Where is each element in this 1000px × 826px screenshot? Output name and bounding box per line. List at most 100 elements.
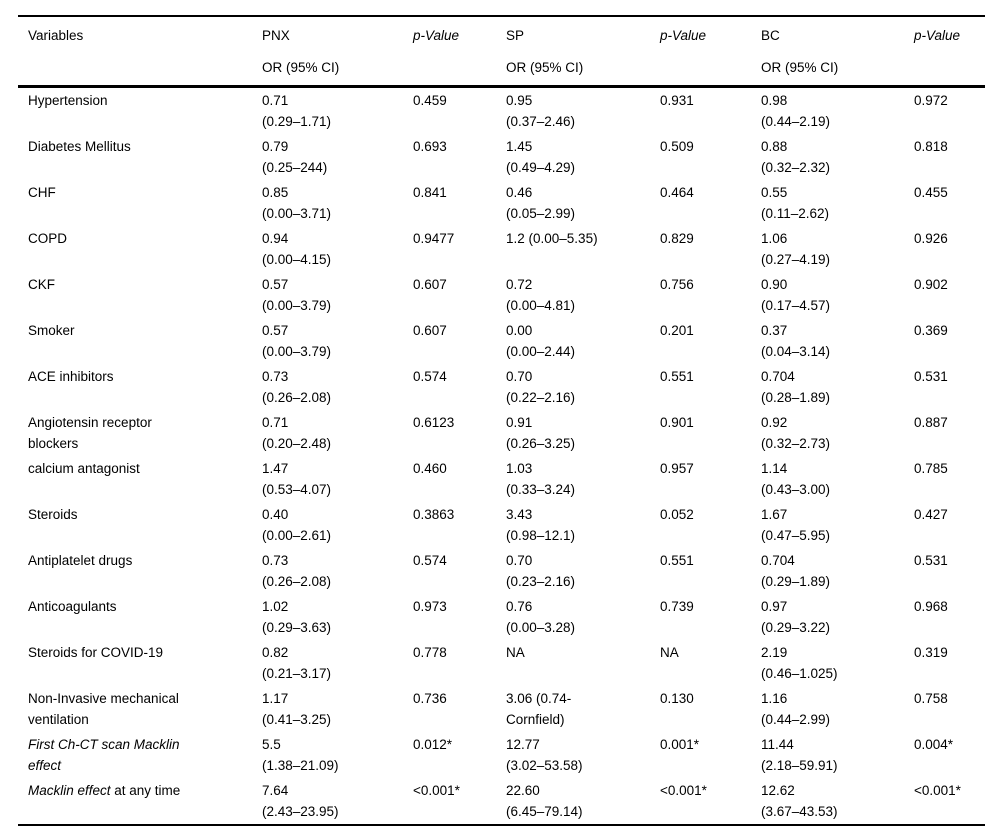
cell-line: 0.841 <box>413 185 447 200</box>
table-row: CKF 0.57 (0.00–3.79) 0.607 0.72 (0.00–4.81) 0.… <box>18 272 985 318</box>
table-row: Smoker 0.57 (0.00–3.79) 0.607 0.00 (0.00–2.44… <box>18 318 985 364</box>
variable-cell: Non-Invasive mechanical ventilation <box>18 686 262 732</box>
cell-line: (0.00–4.81) <box>506 298 576 313</box>
sp-or-ci-cell: 0.76 (0.00–3.28) <box>506 594 660 640</box>
sp-or-ci-cell: 22.60 (6.45–79.14) <box>506 778 660 825</box>
cell-line: (1.38–21.09) <box>262 758 339 773</box>
header-label: p-Value <box>914 28 961 43</box>
sp-or-ci-cell: 0.70 (0.22–2.16) <box>506 364 660 410</box>
pnx-pvalue-cell: <0.001* <box>413 778 506 825</box>
bc-pvalue-cell: 0.968 <box>914 594 985 640</box>
cell-line: 0.704 <box>761 369 795 384</box>
cell-line: (0.00–4.15) <box>262 252 332 267</box>
variable-cell: Anticoagulants <box>18 594 262 640</box>
bc-pvalue-cell: 0.785 <box>914 456 985 502</box>
cell-line: 7.64 <box>262 783 289 798</box>
pnx-pvalue-cell: 0.459 <box>413 87 506 135</box>
bc-pvalue-cell: 0.004* <box>914 732 985 778</box>
variable-cell: Hypertension <box>18 87 262 135</box>
cell-line: (0.29–3.22) <box>761 620 831 635</box>
table-row: Steroids 0.40 (0.00–2.61) 0.3863 3.43 (0.98–1… <box>18 502 985 548</box>
variable-cell: Diabetes Mellitus <box>18 134 262 180</box>
variable-italic-text: First Ch-CT scan Macklin <box>28 737 180 752</box>
variable-line: COPD <box>28 231 68 246</box>
cell-line: 0.90 <box>761 277 788 292</box>
cell-line: 0.70 <box>506 553 533 568</box>
pnx-pvalue-cell: 0.607 <box>413 272 506 318</box>
variable-cell: Smoker <box>18 318 262 364</box>
cell-line: (0.22–2.16) <box>506 390 576 405</box>
cell-line: 0.95 <box>506 93 533 108</box>
cell-line: (0.44–2.99) <box>761 712 831 727</box>
cell-line: 1.47 <box>262 461 289 476</box>
cell-line: (0.00–3.71) <box>262 206 332 221</box>
bc-or-ci-cell: 1.06 (0.27–4.19) <box>761 226 914 272</box>
cell-line: 0.829 <box>660 231 694 246</box>
cell-line: 0.004* <box>914 737 954 752</box>
cell-line: 0.758 <box>914 691 948 706</box>
statistics-table-container: Variables PNX OR (95% CI) p-Value SP OR … <box>18 15 1000 826</box>
pnx-or-ci-cell: 0.71 (0.29–1.71) <box>262 87 413 135</box>
pnx-or-ci-cell: 7.64 (2.43–23.95) <box>262 778 413 825</box>
variable-cell: Macklin effect at any time <box>18 778 262 825</box>
cell-line: (0.37–2.46) <box>506 114 576 129</box>
variable-italic-text: Macklin effect <box>28 783 111 798</box>
bc-or-ci-cell: 0.55 (0.11–2.62) <box>761 180 914 226</box>
variable-cell: calcium antagonist <box>18 456 262 502</box>
variable-line: Anticoagulants <box>28 599 117 614</box>
cell-line: 1.03 <box>506 461 533 476</box>
pnx-pvalue-cell: 0.460 <box>413 456 506 502</box>
cell-line: 0.012* <box>413 737 453 752</box>
cell-line: (0.26–2.08) <box>262 574 332 589</box>
bc-or-ci-cell: 1.67 (0.47–5.95) <box>761 502 914 548</box>
sp-or-ci-cell: NA <box>506 640 660 686</box>
variable-line: Diabetes Mellitus <box>28 139 131 154</box>
cell-line: 0.57 <box>262 323 289 338</box>
pnx-or-ci-cell: 1.17 (0.41–3.25) <box>262 686 413 732</box>
cell-line: 0.72 <box>506 277 533 292</box>
cell-line: 0.551 <box>660 553 694 568</box>
cell-line: (2.43–23.95) <box>262 804 339 819</box>
cell-line: <0.001* <box>413 783 460 798</box>
cell-line: 0.607 <box>413 323 447 338</box>
variable-line: calcium antagonist <box>28 461 140 476</box>
bc-or-ci-cell: 0.98 (0.44–2.19) <box>761 87 914 135</box>
header-bc-pvalue: p-Value <box>914 16 985 88</box>
cell-line: 0.369 <box>914 323 948 338</box>
cell-line: 0.76 <box>506 599 533 614</box>
cell-line: (0.32–2.32) <box>761 160 831 175</box>
variable-cell: ACE inhibitors <box>18 364 262 410</box>
cell-line: (0.26–2.08) <box>262 390 332 405</box>
pnx-or-ci-cell: 0.57 (0.00–3.79) <box>262 318 413 364</box>
cell-line: 0.968 <box>914 599 948 614</box>
cell-line: 0.71 <box>262 93 289 108</box>
cell-line: 11.44 <box>761 737 794 752</box>
table-row: Anticoagulants 1.02 (0.29–3.63) 0.973 0.76 (0… <box>18 594 985 640</box>
cell-line: 0.9477 <box>413 231 455 246</box>
table-row: Non-Invasive mechanical ventilation 1.17 (0… <box>18 686 985 732</box>
header-label: BC <box>761 28 780 43</box>
sp-pvalue-cell: 0.756 <box>660 272 761 318</box>
cell-line: 0.931 <box>660 93 694 108</box>
cell-line: 0.70 <box>506 369 533 384</box>
cell-line: (0.33–3.24) <box>506 482 576 497</box>
sp-or-ci-cell: 0.95 (0.37–2.46) <box>506 87 660 135</box>
cell-line: (0.29–1.71) <box>262 114 332 129</box>
cell-line: (0.49–4.29) <box>506 160 576 175</box>
cell-line: 0.551 <box>660 369 694 384</box>
table-row: Macklin effect at any time 7.64 (2.43–23.9… <box>18 778 985 825</box>
cell-line: 0.901 <box>660 415 694 430</box>
bc-pvalue-cell: 0.758 <box>914 686 985 732</box>
sp-pvalue-cell: 0.551 <box>660 548 761 594</box>
cell-line: 0.607 <box>413 277 447 292</box>
bc-pvalue-cell: 0.455 <box>914 180 985 226</box>
bc-or-ci-cell: 0.92 (0.32–2.73) <box>761 410 914 456</box>
cell-line: 0.130 <box>660 691 694 706</box>
pnx-or-ci-cell: 0.82 (0.21–3.17) <box>262 640 413 686</box>
cell-line: (3.67–43.53) <box>761 804 838 819</box>
sp-pvalue-cell: 0.829 <box>660 226 761 272</box>
bc-or-ci-cell: 1.14 (0.43–3.00) <box>761 456 914 502</box>
cell-line: 0.460 <box>413 461 447 476</box>
variable-cell: Angiotensin receptor blockers <box>18 410 262 456</box>
cell-line: 1.45 <box>506 139 533 154</box>
